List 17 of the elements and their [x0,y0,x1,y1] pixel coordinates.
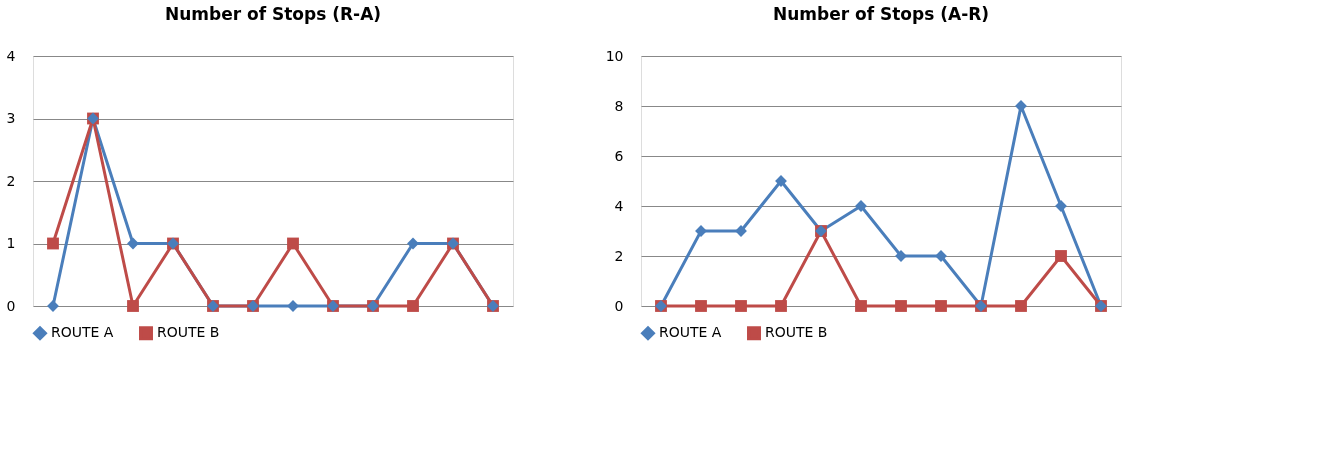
y-tick-label: 8 [614,97,624,114]
y-tick-label: 2 [614,247,624,264]
chart-title: Number of Stops (A-R) [772,4,990,24]
legend-label: ROUTE A [659,324,722,341]
chart-title: Number of Stops (R-A) [164,4,382,24]
legend-label: ROUTE A [51,324,114,341]
y-tick-label: 6 [614,147,624,164]
legend-label: ROUTE B [765,324,828,341]
y-tick-label: 4 [614,197,624,214]
y-tick-label: 2 [6,172,16,189]
y-tick-label: 10 [605,47,624,64]
y-tick-label: 1 [6,235,16,251]
legend-label: ROUTE B [157,324,220,341]
y-tick-label: 4 [6,47,16,64]
y-tick-label: 3 [6,110,16,126]
y-tick-label: 0 [614,297,624,314]
y-tick-label: 0 [6,297,16,314]
